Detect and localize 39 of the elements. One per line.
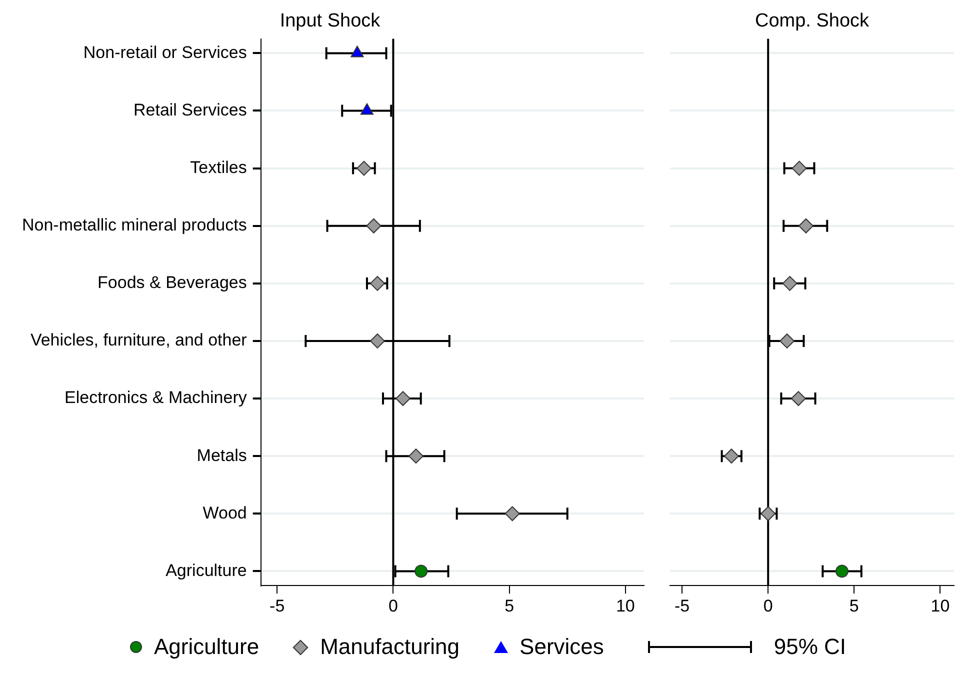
- x-tick-label: 0: [763, 596, 773, 616]
- y-tick-label: Foods & Beverages: [98, 273, 247, 292]
- point: [782, 276, 798, 291]
- x-tick-label: 10: [930, 596, 950, 616]
- point: [835, 564, 848, 578]
- chart-title: Comp. Shock: [754, 10, 870, 32]
- point: [370, 333, 385, 348]
- x-tick-label: 0: [388, 596, 398, 616]
- point: [798, 218, 814, 234]
- x-tick-label: -5: [674, 596, 690, 616]
- text: 95% CI: [774, 634, 846, 660]
- y-tick-label: Non-metallic mineral products: [22, 216, 247, 235]
- chart-title: Input Shock: [280, 10, 381, 32]
- y-tick-label: Metals: [196, 446, 247, 465]
- point: [360, 103, 374, 115]
- point: [414, 564, 428, 578]
- y-tick-label: Wood: [202, 503, 247, 522]
- x-tick-label: 5: [849, 596, 859, 616]
- y-tick-label: Vehicles, furniture, and other: [30, 330, 248, 350]
- point: [780, 333, 795, 348]
- x-tick-label: 5: [504, 596, 514, 616]
- y-tick-label: Non-retail or Services: [83, 42, 247, 62]
- point: [350, 46, 364, 58]
- legend-label: Manufacturing: [320, 634, 460, 660]
- x-tick-label: 10: [616, 596, 635, 616]
- legend-label: Services: [520, 634, 604, 660]
- point: [790, 391, 806, 406]
- x-tick-label: -5: [270, 596, 285, 616]
- point: [356, 160, 372, 176]
- y-tick-label: Textiles: [190, 158, 247, 177]
- point: [792, 160, 807, 176]
- point: [395, 391, 410, 406]
- y-tick-label: Electronics & Machinery: [64, 388, 248, 408]
- point: [408, 448, 424, 464]
- y-tick-label: Agriculture: [166, 560, 247, 580]
- point: [504, 506, 520, 522]
- point: [370, 276, 385, 291]
- point: [366, 218, 382, 234]
- y-tick-label: Retail Services: [133, 100, 247, 120]
